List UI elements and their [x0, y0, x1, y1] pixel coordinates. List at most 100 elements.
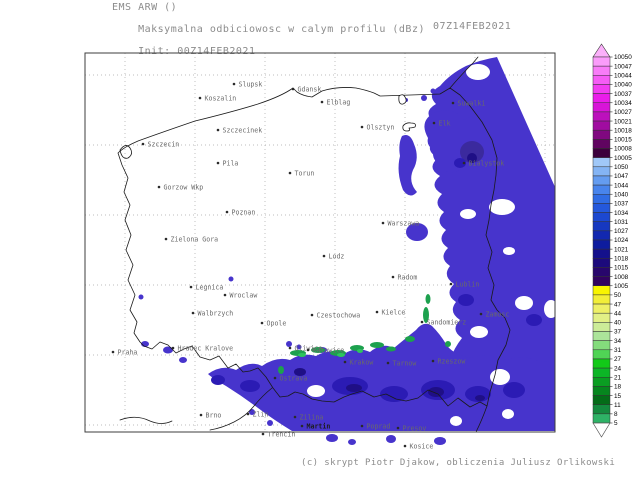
city-label: Czestochowa: [317, 312, 361, 320]
city-legnica: Legnica: [190, 284, 224, 292]
colorbar-segment: [593, 295, 610, 304]
city-dot: [392, 276, 395, 279]
city-label: Rzeszow: [438, 358, 466, 366]
city-label: Praha: [118, 349, 138, 357]
city-label: Wroclaw: [230, 292, 258, 300]
city-label: Elk: [439, 120, 451, 128]
city-szczecin: Szczecin: [142, 141, 180, 149]
city-koszalin: Koszalin: [199, 95, 237, 103]
city-label: Sandomierz: [427, 319, 467, 327]
colorbar-segment: [593, 396, 610, 405]
city-dot: [450, 283, 453, 286]
city-trencin: Trencin: [262, 431, 296, 439]
city-dot: [217, 129, 220, 132]
colorbar-legend: 1005010047100441004010037100341002710021…: [593, 44, 632, 437]
colorbar-segment: [593, 185, 610, 194]
colorbar-value: 10040: [614, 82, 632, 89]
city-olsztyn: Olsztyn: [361, 124, 395, 132]
city-pila: Pila: [217, 160, 239, 168]
radar-field: [139, 57, 559, 445]
colorbar-segment: [593, 359, 610, 368]
colorbar-value: 11: [614, 402, 621, 409]
city-dot: [361, 126, 364, 129]
colorbar-value: 1037: [614, 201, 629, 208]
city-dot: [158, 186, 161, 189]
city-gorzow-wkp: Gorzow Wkp: [158, 184, 204, 192]
colorbar-value: 10050: [614, 54, 632, 61]
city-dot: [261, 322, 264, 325]
city-label: Olsztyn: [367, 124, 395, 132]
city-dot: [301, 425, 304, 428]
colorbar-value: 8: [614, 411, 618, 418]
colorbar-segment: [593, 66, 610, 75]
city-dot: [226, 211, 229, 214]
city-bialystok: Bialystok: [463, 160, 505, 168]
city-label: Zilina: [300, 414, 324, 422]
colorbar-value: 1018: [614, 256, 629, 263]
colorbar-segment: [593, 240, 610, 249]
city-dot: [452, 102, 455, 105]
colorbar-value: 1005: [614, 283, 629, 290]
colorbar-value: 34: [614, 338, 622, 345]
colorbar-segment: [593, 350, 610, 359]
city-dot: [361, 425, 364, 428]
city-elblag: Elblag: [321, 99, 351, 107]
city-dot: [199, 97, 202, 100]
city-dot: [172, 347, 175, 350]
colorbar-segment: [593, 249, 610, 258]
colorbar-arrow-up: [593, 44, 610, 57]
city-dot: [307, 349, 310, 352]
city-hradec-kralove: Hradec Kralove: [172, 345, 233, 353]
city-dot: [262, 433, 265, 436]
city-walbrzych: Walbrzych: [192, 310, 234, 318]
colorbar-segment: [593, 75, 610, 84]
city-label: Suwalki: [458, 100, 486, 108]
colorbar-value: 1047: [614, 173, 629, 180]
city-label: Elblag: [327, 99, 351, 107]
city-dot: [421, 321, 424, 324]
colorbar-arrow-down: [593, 423, 610, 437]
lake-sniardwy: [399, 95, 406, 104]
city-label: Opole: [267, 320, 287, 328]
city-poznan: Poznan: [226, 209, 256, 217]
city-zielona-gora: Zielona Gora: [165, 236, 218, 244]
colorbar-segment: [593, 405, 610, 414]
colorbar-segment: [593, 341, 610, 350]
weather-map-app: EMS ARW () Maksymalna odbiciowosc w caly…: [0, 0, 640, 480]
city-dot: [433, 122, 436, 125]
czech-austria-border: [120, 417, 172, 423]
city-dot: [387, 362, 390, 365]
colorbar-value: 1040: [614, 191, 629, 198]
colorbar-value: 18: [614, 384, 622, 391]
city-label: Tarnow: [393, 360, 417, 368]
city-label: Zamosc: [486, 311, 510, 319]
colorbar-segment: [593, 313, 610, 322]
city-label: Hradec Kralove: [178, 345, 234, 353]
colorbar-segment: [593, 304, 610, 313]
colorbar-value: 44: [614, 310, 622, 317]
city-label: Kielce: [382, 309, 406, 317]
city-dot: [289, 347, 292, 350]
colorbar-segment: [593, 176, 610, 185]
colorbar-segment: [593, 194, 610, 203]
city-label: Gdansk: [298, 86, 322, 94]
colorbar-value: 1015: [614, 265, 629, 272]
colorbar-segment: [593, 213, 610, 222]
colorbar-value: 10044: [614, 73, 632, 80]
city-dot: [404, 445, 407, 448]
colorbar-segment: [593, 267, 610, 276]
credit-line: (c) skrypt Piotr Djakow, obliczenia Juli…: [301, 458, 615, 468]
colorbar-value: 10018: [614, 127, 632, 134]
colorbar-segment: [593, 222, 610, 231]
colorbar-value: 10005: [614, 155, 632, 162]
city-dot: [289, 172, 292, 175]
colorbar-value: 1027: [614, 228, 629, 235]
city-dot: [323, 255, 326, 258]
colorbar-segment: [593, 332, 610, 341]
colorbar-segment: [593, 258, 610, 267]
city-dot: [344, 361, 347, 364]
colorbar-segment: [593, 158, 610, 167]
city-lodz: Lodz: [323, 253, 345, 261]
city-suwalki: Suwalki: [452, 100, 486, 108]
city-dot: [294, 416, 297, 419]
